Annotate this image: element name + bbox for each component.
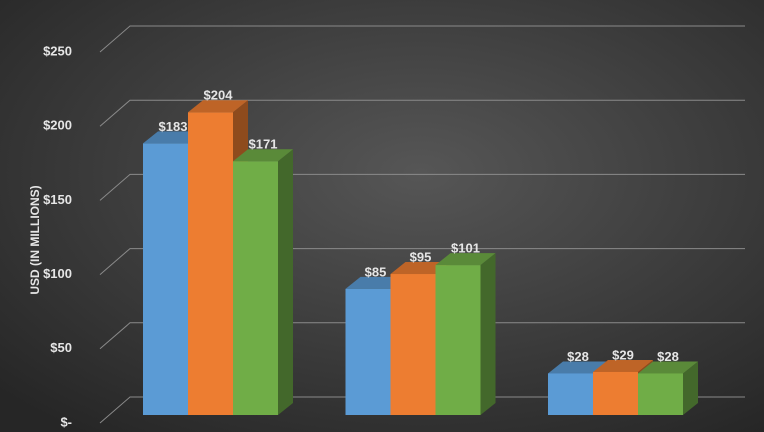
- bar-top: [638, 361, 698, 374]
- grid-line: [99, 396, 745, 424]
- bar: [188, 112, 233, 415]
- grid-line: [99, 322, 745, 350]
- bar: [143, 143, 188, 416]
- y-tick-label: $200: [43, 118, 72, 133]
- bar: [345, 288, 391, 415]
- value-label: $171: [249, 137, 278, 152]
- y-tick-label: $250: [43, 43, 72, 58]
- y-tick-label: $100: [43, 266, 72, 281]
- bar-side: [683, 361, 698, 415]
- bar-side: [480, 253, 496, 415]
- bar: [593, 371, 638, 415]
- y-tick-label: $50: [50, 340, 72, 355]
- value-label: $29: [612, 347, 634, 362]
- value-label: $183: [159, 119, 188, 134]
- value-label: $95: [410, 249, 432, 264]
- bar-top: [233, 149, 293, 162]
- y-axis-label: USD (IN MILLIONS): [28, 185, 42, 294]
- bar: [638, 373, 683, 415]
- bar: [548, 373, 593, 415]
- bar-top: [435, 253, 496, 266]
- bar-top: [593, 359, 653, 372]
- grid-line: [99, 173, 745, 201]
- bar-side: [278, 149, 293, 415]
- value-label: $28: [567, 349, 589, 364]
- bar: [233, 161, 278, 415]
- y-tick-label: $-: [60, 414, 72, 429]
- value-label: $85: [365, 264, 387, 279]
- grid-line: [99, 248, 745, 275]
- bar: [390, 274, 436, 415]
- grid-line: [99, 25, 745, 53]
- value-label: $28: [657, 349, 679, 364]
- value-label: $101: [451, 241, 480, 256]
- value-label: $204: [204, 88, 234, 103]
- y-tick-label: $150: [43, 192, 72, 207]
- bar-top: [188, 100, 248, 113]
- grid-line: [99, 99, 745, 127]
- bar: [435, 265, 481, 415]
- bar-top: [548, 361, 608, 374]
